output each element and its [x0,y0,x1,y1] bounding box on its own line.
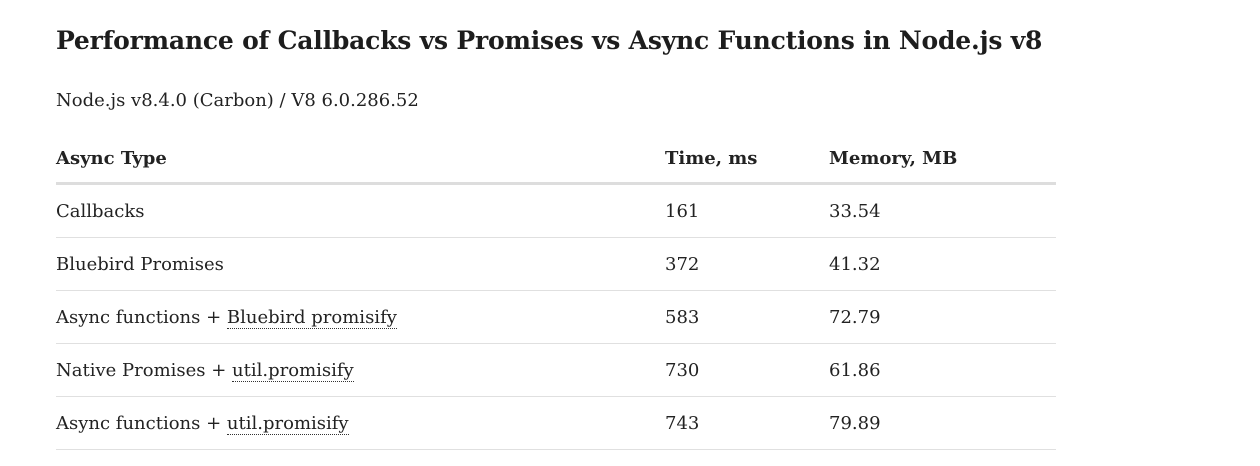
util-promisify-link[interactable]: util.promisify [226,412,349,435]
time-cell: 743 [665,396,829,450]
column-header-memory: Memory, MB [829,134,1056,185]
time-cell: 372 [665,237,829,291]
performance-table: Async Type Time, ms Memory, MB Callbacks… [56,134,1056,450]
table-row: Bluebird Promises 372 41.32 [56,237,1056,291]
memory-cell: 33.54 [829,183,1056,238]
bluebird-promisify-link[interactable]: Bluebird promisify [226,306,397,329]
table-row: Async functions + Bluebird promisify 583… [56,290,1056,344]
async-type-cell: Bluebird Promises [56,237,665,291]
util-promisify-link[interactable]: util.promisify [232,359,354,382]
table-row: Native Promises + util.promisify 730 61.… [56,343,1056,397]
async-type-text: Native Promises + [56,359,233,381]
async-type-text: Async functions + [56,306,227,328]
memory-cell: 72.79 [829,290,1056,344]
async-type-text: Bluebird Promises [56,253,224,275]
memory-cell: 61.86 [829,343,1056,397]
column-header-time: Time, ms [665,134,829,185]
environment-subtitle: Node.js v8.4.0 (Carbon) / V8 6.0.286.52 [56,90,419,111]
table-header-row: Async Type Time, ms Memory, MB [56,134,1056,185]
async-type-text: Async functions + [56,412,227,434]
async-type-cell: Native Promises + util.promisify [56,343,665,397]
table-row: Callbacks 161 33.54 [56,183,1056,238]
memory-cell: 41.32 [829,237,1056,291]
time-cell: 161 [665,183,829,238]
page-title: Performance of Callbacks vs Promises vs … [56,26,1043,55]
table-row: Async functions + util.promisify 743 79.… [56,396,1056,450]
column-header-async-type: Async Type [56,134,665,185]
async-type-cell: Async functions + util.promisify [56,396,665,450]
async-type-cell: Callbacks [56,183,665,238]
memory-cell: 79.89 [829,396,1056,450]
time-cell: 730 [665,343,829,397]
async-type-cell: Async functions + Bluebird promisify [56,290,665,344]
time-cell: 583 [665,290,829,344]
async-type-text: Callbacks [56,200,145,222]
